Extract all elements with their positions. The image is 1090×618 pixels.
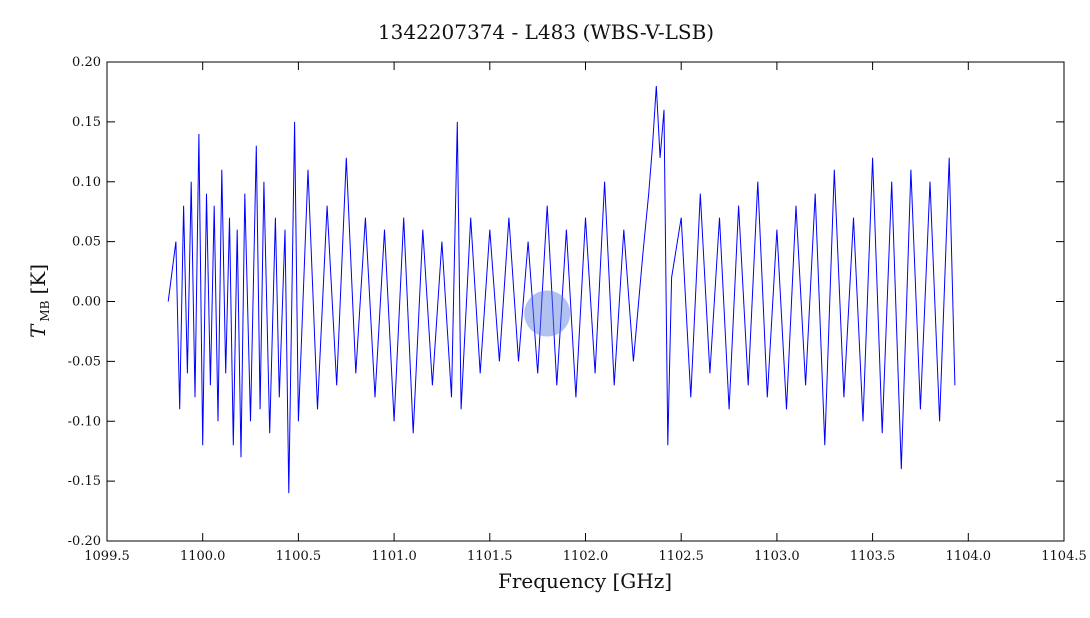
x-tick-label: 1100.0: [180, 549, 226, 564]
y-axis-label-unit: [K]: [26, 264, 50, 295]
x-axis-ticks: 1099.5 1100.0 1100.5 1101.0 1101.5 1102.0 1102…: [84, 62, 1087, 564]
y-tick-label: 0.20: [72, 55, 101, 70]
x-tick-label: 1102.5: [658, 549, 704, 564]
y-tick-label: -0.10: [68, 414, 101, 429]
y-tick-label: 0.15: [72, 115, 101, 130]
y-axis-label-sub: MB: [38, 300, 52, 321]
spectrum-line: [167, 85, 956, 494]
x-tick-label: 1101.5: [467, 549, 513, 564]
x-tick-label: 1100.5: [276, 549, 322, 564]
x-tick-label: 1102.0: [563, 549, 609, 564]
y-axis-label-main: T: [26, 323, 50, 338]
y-tick-label: -0.15: [68, 474, 101, 489]
x-tick-label: 1104.0: [946, 549, 992, 564]
y-tick-label: 0.00: [72, 295, 101, 310]
x-tick-label: 1103.0: [754, 549, 800, 564]
y-axis-label: T MB [K]: [26, 264, 52, 338]
spectrum-trace: [167, 85, 956, 494]
chart-title: 1342207374 - L483 (WBS-V-LSB): [378, 20, 714, 44]
y-tick-label: 0.10: [72, 175, 101, 190]
plot-frame: [106, 61, 1065, 542]
y-tick-label: -0.05: [68, 354, 101, 369]
x-tick-label: 1101.0: [371, 549, 417, 564]
x-tick-label: 1104.5: [1041, 549, 1087, 564]
y-tick-label: -0.20: [68, 534, 101, 549]
plot-area: 1099.5 1100.0 1100.5 1101.0 1101.5 1102.0 1102…: [68, 55, 1087, 564]
y-axis-ticks: -0.20 -0.15 -0.10 -0.05 0.00 0.05 0.10 0.15 0.20: [68, 55, 1064, 549]
x-tick-label: 1103.5: [850, 549, 896, 564]
x-axis-label: Frequency [GHz]: [498, 569, 672, 593]
highlight-spot: [524, 290, 571, 337]
x-tick-label: 1099.5: [84, 549, 130, 564]
y-tick-label: 0.05: [72, 235, 101, 250]
